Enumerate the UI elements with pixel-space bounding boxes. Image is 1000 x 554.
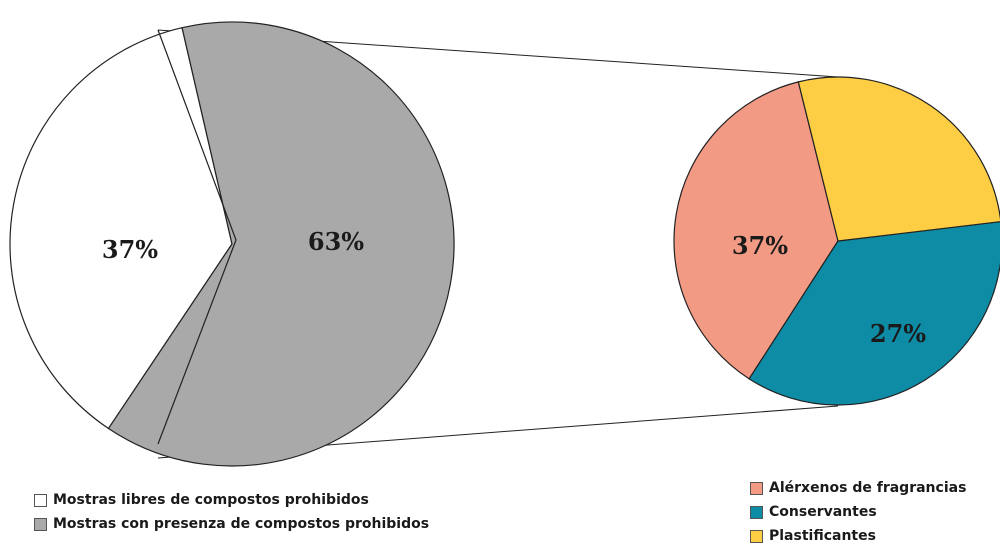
- legend-item-prohibited-samples: Mostras con presenza de compostos prohib…: [34, 512, 429, 536]
- legend-item-free-samples: Mostras libres de compostos prohibidos: [34, 488, 429, 512]
- legend-label: Conservantes: [769, 504, 877, 520]
- legend-swatch: [34, 493, 47, 507]
- pie1-slice-1: [748, 221, 1000, 406]
- legend-item-fragrance-allergens: Alérxenos de fragrancias: [750, 476, 966, 500]
- pie0-slice-1: [107, 21, 455, 467]
- pie1-slice-2: [797, 76, 1000, 242]
- detail-pie: 37%36%27%: [673, 76, 1000, 406]
- pie1-slice-label-0: 37%: [732, 231, 788, 260]
- pie0-slice-0: [9, 26, 233, 430]
- legend-item-plasticizers: Plastificantes: [750, 524, 966, 548]
- legend-swatch: [750, 529, 763, 543]
- pie0-slice-label-0: 37%: [102, 235, 158, 264]
- legend-main: Mostras libres de compostos prohibidos M…: [34, 488, 429, 536]
- legend-label: Alérxenos de fragrancias: [769, 480, 967, 496]
- legend-detail: Alérxenos de fragrancias Conservantes Pl…: [750, 476, 966, 548]
- legend-item-preservatives: Conservantes: [750, 500, 966, 524]
- legend-swatch: [750, 505, 763, 519]
- legend-label: Mostras libres de compostos prohibidos: [53, 492, 369, 508]
- legend-label: Mostras con presenza de compostos prohib…: [53, 516, 430, 532]
- legend-label: Plastificantes: [769, 528, 876, 544]
- main-pie-divider: [157, 29, 237, 445]
- legend-swatch: [34, 517, 47, 531]
- legend-swatch: [750, 481, 763, 495]
- pie1-slice-0: [673, 81, 839, 380]
- main-pie: 37% 63%: [9, 21, 455, 467]
- pie0-slice-label-1: 63%: [308, 227, 364, 256]
- pie1-slice-label-2: 27%: [870, 319, 926, 348]
